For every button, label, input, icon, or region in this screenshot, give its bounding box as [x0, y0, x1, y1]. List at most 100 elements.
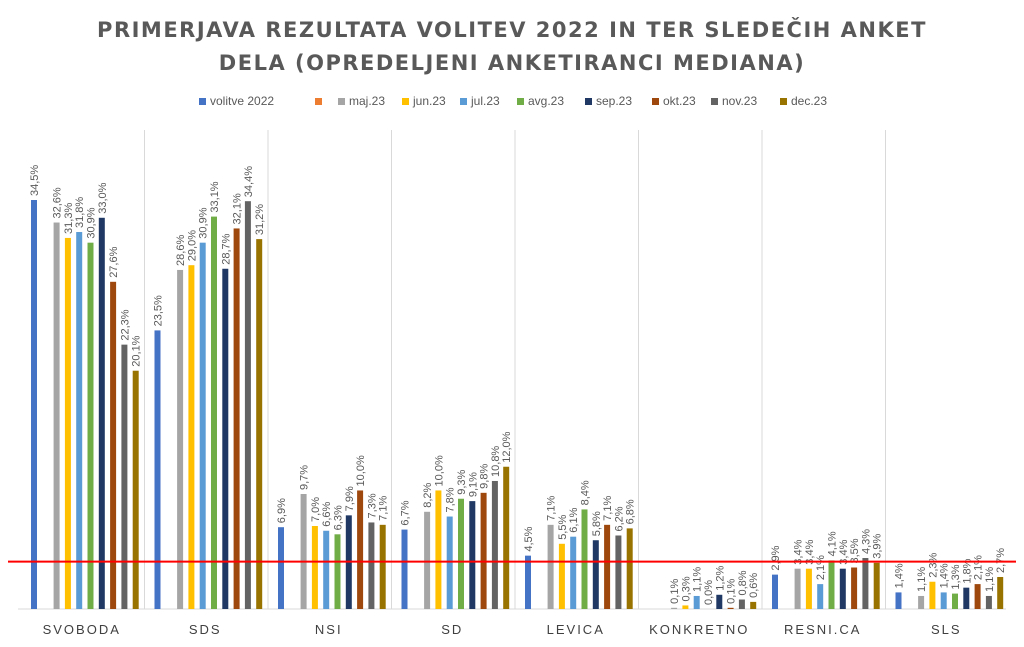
data-label: 1,1%: [692, 567, 704, 592]
bar: [188, 265, 195, 609]
legend: volitve 2022 maj.23 jun.23 jul.23 avg.23 sep.…: [199, 94, 827, 108]
category-label: SDS: [189, 622, 222, 637]
chart-title-line-1: PRIMERJAVA REZULTATA VOLITEV 2022 IN TER…: [97, 17, 927, 42]
data-label: 31,3%: [63, 203, 75, 234]
chart-title-line-2: DELA (OPREDELJENI ANKETIRANCI MEDIANA): [219, 51, 805, 75]
bar: [839, 568, 846, 609]
data-label: 0,3%: [680, 576, 692, 601]
bar: [570, 536, 577, 609]
data-label: 23,5%: [153, 295, 165, 326]
bar: [121, 344, 128, 609]
category-label: NSI: [315, 622, 343, 637]
bar: [53, 222, 60, 609]
data-label: 7,1%: [378, 496, 390, 521]
data-label: 32,1%: [232, 193, 244, 224]
data-label: 6,7%: [399, 500, 411, 525]
bar: [480, 492, 487, 609]
category-label: SLS: [931, 622, 962, 637]
data-label: 9,1%: [467, 472, 479, 497]
bar: [278, 527, 284, 609]
bar: [851, 567, 858, 609]
bar: [626, 528, 633, 609]
data-label: 28,6%: [175, 235, 187, 266]
data-label: 0,0%: [703, 580, 715, 605]
legend-label: okt.23: [663, 94, 696, 108]
data-label: 9,7%: [299, 465, 311, 490]
legend-swatch: [199, 98, 206, 105]
bar: [985, 595, 992, 609]
legend-label: avg.23: [528, 94, 564, 108]
legend-item: avg.23: [517, 94, 564, 108]
legend-item: jun.23: [402, 94, 446, 108]
data-label: 12,0%: [501, 431, 513, 462]
bar: [244, 201, 251, 610]
data-label: 10,8%: [490, 446, 502, 477]
data-label: 9,3%: [456, 469, 468, 494]
data-label: 2,7%: [995, 548, 1007, 573]
legend-item: okt.23: [652, 94, 696, 108]
bar: [828, 560, 835, 609]
bars: [31, 200, 1004, 610]
legend-item: sep.23: [585, 94, 632, 108]
data-label: 1,8%: [961, 558, 973, 583]
legend-label: nov.23: [722, 94, 757, 108]
bar: [368, 522, 375, 609]
data-label: 6,2%: [613, 506, 625, 531]
data-label: 31,8%: [74, 197, 86, 228]
data-label: 6,3%: [333, 505, 345, 530]
data-label: 33,0%: [97, 182, 109, 213]
bar: [794, 568, 801, 609]
bar: [311, 526, 318, 609]
data-label: 6,8%: [625, 499, 637, 524]
bar: [222, 268, 229, 609]
data-label: 1,2%: [714, 565, 726, 590]
bar: [682, 605, 689, 609]
bar: [817, 584, 824, 609]
bar: [323, 530, 330, 609]
bar: [918, 595, 925, 609]
bar: [154, 330, 161, 609]
data-label: 6,1%: [568, 507, 580, 532]
bar: [357, 490, 364, 609]
bar: [132, 370, 139, 609]
data-label: 4,3%: [860, 529, 872, 554]
data-label: 27,6%: [108, 246, 120, 277]
data-label: 7,1%: [546, 496, 558, 521]
data-label: 22,3%: [119, 309, 131, 340]
bar: [873, 562, 880, 609]
bar: [177, 269, 184, 609]
data-label: 5,5%: [557, 515, 569, 540]
bar: [424, 511, 431, 609]
bar: [693, 595, 700, 609]
bar: [64, 237, 71, 610]
legend-swatch: [460, 98, 467, 105]
data-label: 30,9%: [85, 207, 97, 238]
category-axis-labels: SVOBODA SDS NSI SD LEVICA KONKRETNO RESNI.CA SL…: [43, 622, 962, 637]
data-label: 29,0%: [186, 230, 198, 261]
data-label: 7,9%: [344, 486, 356, 511]
legend-label: dec.23: [791, 94, 827, 108]
data-label: 7,1%: [602, 496, 614, 521]
legend-swatch: [315, 98, 322, 105]
data-label: 3,4%: [804, 539, 816, 564]
data-label: 2,9%: [770, 545, 782, 570]
bar: [671, 607, 678, 609]
legend-swatch: [780, 98, 787, 105]
bar: [98, 217, 105, 610]
data-label: 7,8%: [445, 487, 457, 512]
bar: [87, 242, 94, 609]
bar: [233, 228, 240, 609]
bar: [805, 568, 812, 609]
legend-label: jun.23: [412, 94, 446, 108]
data-label: 8,4%: [580, 480, 592, 505]
data-label: 3,4%: [838, 539, 850, 564]
data-label: 7,3%: [366, 493, 378, 518]
data-label: 10,0%: [433, 455, 445, 486]
legend-item: dec.23: [780, 94, 827, 108]
bar: [469, 501, 476, 609]
bar: [997, 576, 1004, 609]
legend-item: volitve 2022: [199, 94, 274, 108]
data-label: 5,8%: [591, 511, 603, 536]
data-label: 2,1%: [973, 555, 985, 580]
